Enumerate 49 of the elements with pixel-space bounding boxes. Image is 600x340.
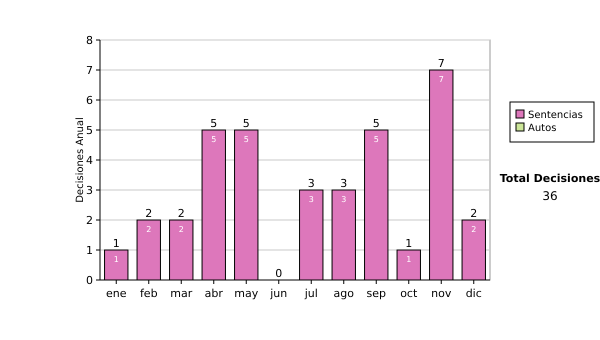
y-tick-label: 3: [86, 184, 93, 197]
x-tick-label: jul: [304, 287, 318, 300]
total-label: 5: [210, 117, 218, 130]
data-label: 3: [308, 195, 314, 204]
data-label: 5: [211, 135, 216, 144]
legend-label: Sentencias: [528, 110, 583, 121]
x-tick-label: dic: [466, 287, 482, 300]
data-label: 2: [471, 225, 476, 234]
data-label: 7: [438, 75, 444, 84]
total-label: 3: [340, 177, 348, 190]
data-label: 2: [178, 225, 184, 234]
total-label: 2: [178, 207, 185, 220]
y-tick-label: 4: [86, 154, 93, 167]
total-label: 3: [308, 177, 315, 190]
x-tick-label: jun: [269, 287, 288, 300]
y-tick-label: 0: [86, 274, 93, 287]
x-tick-label: sep: [366, 287, 386, 300]
total-label: 2: [145, 207, 152, 220]
legend-label: Autos: [528, 123, 556, 134]
y-tick-label: 1: [86, 244, 93, 257]
x-tick-label: oct: [400, 287, 418, 300]
data-label: 5: [244, 135, 249, 144]
total-label: 7: [438, 57, 445, 70]
x-tick-label: ago: [334, 287, 354, 300]
x-tick-label: feb: [140, 287, 158, 300]
y-tick-label: 7: [86, 64, 93, 77]
x-tick-label: ene: [106, 287, 127, 300]
total-label: 5: [242, 117, 250, 130]
total-label: 1: [112, 237, 120, 250]
data-label: 1: [406, 255, 412, 264]
total-label: 0: [275, 267, 282, 280]
y-tick-label: 8: [86, 34, 93, 47]
data-label: 5: [374, 135, 379, 144]
y-tick-label: 6: [86, 94, 93, 107]
x-tick-label: abr: [204, 287, 224, 300]
y-axis-title: Decisiones Anual: [75, 117, 86, 203]
x-tick-label: nov: [431, 287, 452, 300]
total-label: 5: [372, 117, 380, 130]
text: Total Decisiones: [500, 172, 600, 185]
x-tick-label: mar: [170, 287, 193, 300]
total-label: 1: [405, 237, 412, 250]
x-tick-label: may: [234, 287, 259, 300]
text: 36: [542, 189, 558, 203]
y-tick-label: 5: [86, 124, 93, 137]
y-tick-label: 2: [86, 214, 93, 227]
total-label: 2: [470, 207, 478, 220]
data-label: 2: [146, 225, 152, 234]
data-label: 3: [341, 195, 346, 204]
data-label: 1: [114, 255, 119, 264]
